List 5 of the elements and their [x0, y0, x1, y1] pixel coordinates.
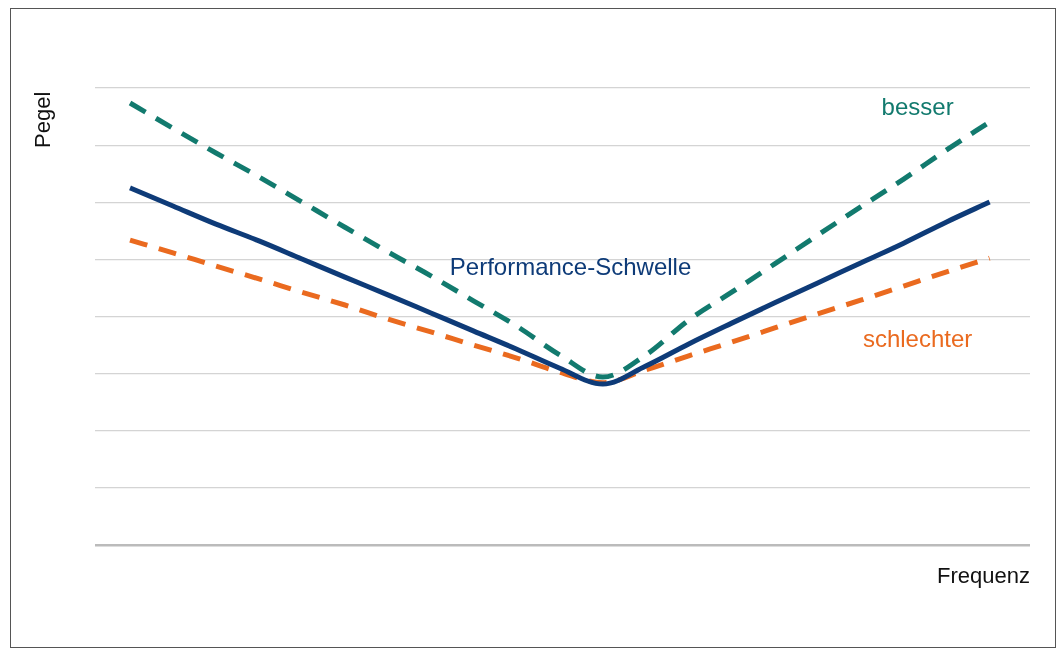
series-label: schlechter: [862, 324, 973, 352]
series-label: Performance-Schwelle: [449, 252, 692, 280]
x-axis-title: Frequenz: [937, 563, 1030, 589]
y-axis-title: Pegel: [30, 91, 56, 148]
series-label: besser: [881, 92, 954, 120]
